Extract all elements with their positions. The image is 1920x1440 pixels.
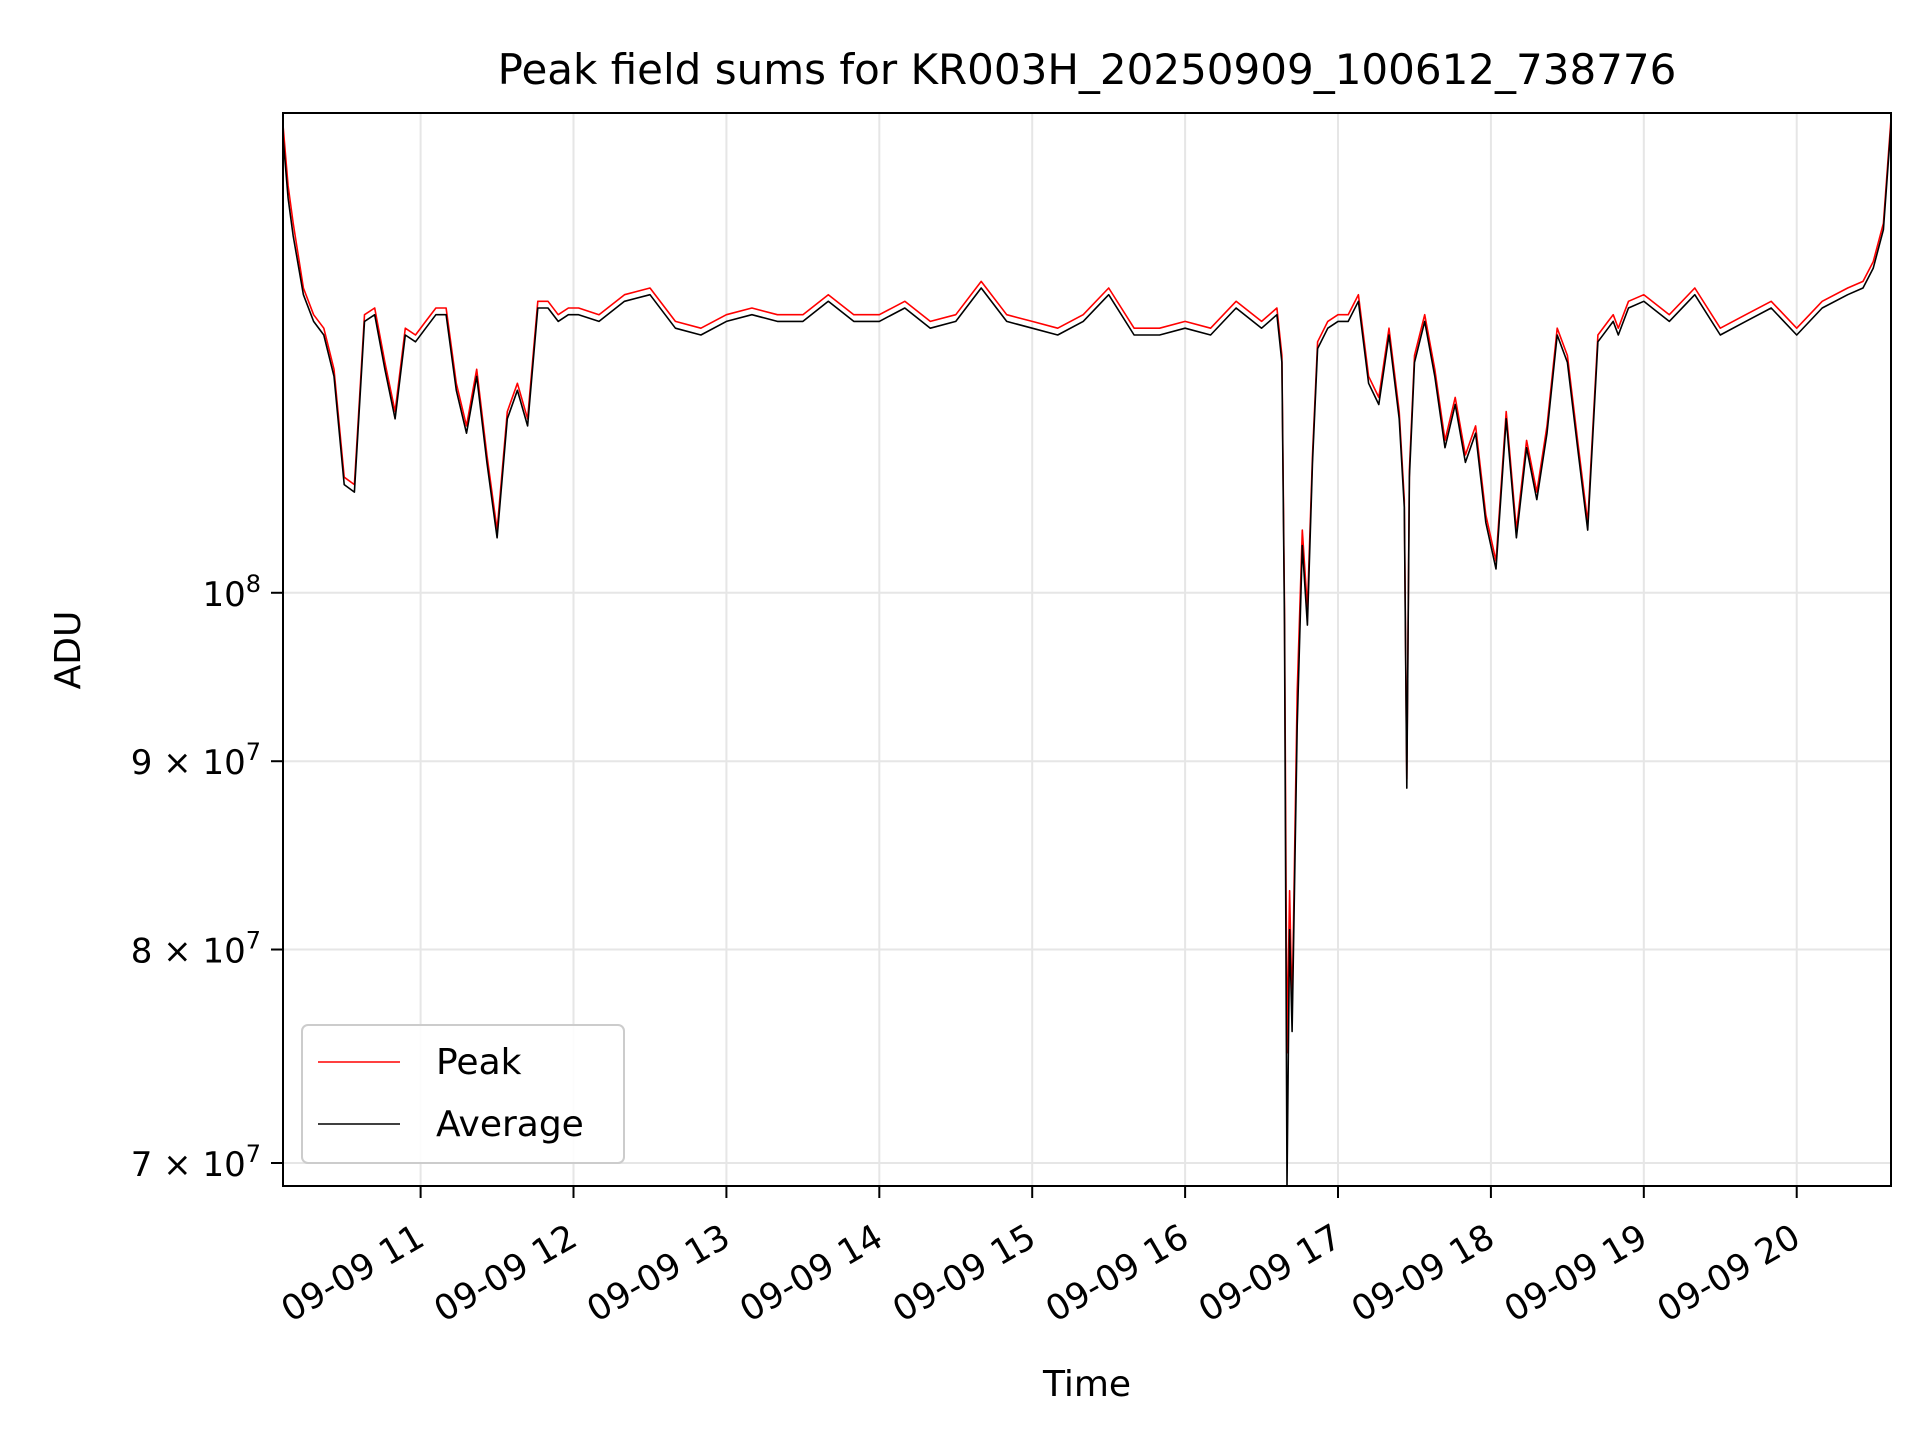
- y-tick-label: 8 × 107: [131, 927, 261, 972]
- series-line-average: [283, 124, 1891, 1186]
- y-tick-label: 9 × 107: [131, 738, 261, 783]
- y-tick-label: 108: [202, 570, 261, 615]
- grid: [283, 113, 1891, 1186]
- y-tick-label: 7 × 107: [131, 1140, 261, 1185]
- legend-label-peak: Peak: [436, 1042, 522, 1083]
- series-layer: [283, 118, 1891, 1186]
- series-line-peak: [283, 118, 1891, 1054]
- legend-label-average: Average: [436, 1104, 584, 1145]
- x-axis-label: Time: [1042, 1364, 1131, 1405]
- plot-frame: [282, 112, 1892, 1187]
- chart-title: Peak field sums for KR003H_20250909_1006…: [498, 45, 1677, 94]
- y-axis: 7 × 107 8 × 107 9 × 107 108: [131, 570, 283, 1185]
- legend-box: [301, 1024, 625, 1164]
- legend: Peak Average: [301, 1024, 625, 1164]
- y-axis-label: ADU: [48, 611, 89, 690]
